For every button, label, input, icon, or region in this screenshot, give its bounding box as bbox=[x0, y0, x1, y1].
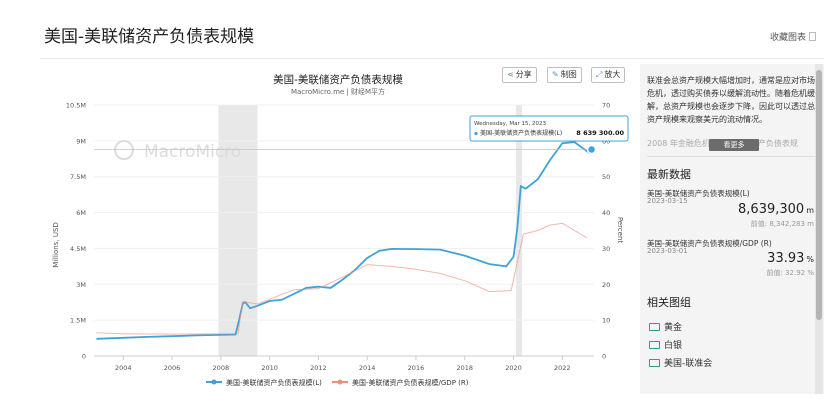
y-right-tick-label: 10 bbox=[602, 317, 610, 325]
y-right-tick-label: 40 bbox=[602, 209, 610, 217]
sidebar: 联准会总资产规模大幅增加时，通常是应对市场危机，透过购买债券以缓解流动性。随着危… bbox=[640, 64, 824, 394]
y-left-tick-label: 7.5M bbox=[70, 173, 86, 181]
group-item-gold[interactable]: 黄金 bbox=[649, 320, 682, 333]
y-right-tick-label: 30 bbox=[602, 245, 610, 253]
x-tick-label: 2016 bbox=[408, 364, 425, 372]
share-label: 分享 bbox=[515, 70, 532, 79]
data-item-2-prev: 前值: 32.92 % bbox=[766, 269, 815, 277]
related-groups-title: 相关图组 bbox=[647, 296, 691, 309]
x-tick-label: 2010 bbox=[261, 364, 278, 372]
legend-series-2[interactable]: 美国-美联储资产负债表规模/GDP (R) bbox=[352, 378, 469, 387]
data-item-2-date: 2023-03-01 bbox=[647, 247, 688, 255]
legend-series-1[interactable]: 美国-美联储资产负债表规模(L) bbox=[226, 378, 322, 387]
divider bbox=[40, 58, 824, 59]
recession-band bbox=[515, 105, 523, 356]
y-left-tick-label: 10.5M bbox=[66, 102, 86, 110]
y-axis-left-label: Millions, USD bbox=[52, 222, 60, 268]
data-item-1-date: 2023-03-15 bbox=[647, 197, 688, 205]
x-tick-label: 2008 bbox=[213, 364, 230, 372]
share-button[interactable]: ⋖ 分享 bbox=[502, 67, 537, 83]
y-axis-right-label: Percent bbox=[616, 217, 624, 244]
legend[interactable]: 美国-美联储资产负债表规模(L) 美国-美联储资产负债表规模/GDP (R) bbox=[206, 378, 469, 387]
x-tick-label: 2012 bbox=[310, 364, 327, 372]
x-tick-label: 2006 bbox=[164, 364, 181, 372]
y-left-tick-label: 1.5M bbox=[70, 317, 86, 325]
share-icon: ⋖ bbox=[507, 70, 514, 79]
y-right-tick-label: 70 bbox=[602, 102, 610, 110]
zoom-button[interactable]: ⤢ 放大 bbox=[591, 67, 626, 83]
series-line-gdp-ratio bbox=[96, 222, 587, 335]
y-left-tick-label: 6M bbox=[76, 209, 86, 217]
folder-icon bbox=[649, 359, 660, 367]
data-item-1-label: 美国-美联储资产负债表规模(L) bbox=[647, 189, 750, 198]
y-right-tick-label: 0 bbox=[602, 353, 606, 361]
group-label: 白银 bbox=[664, 341, 683, 351]
chart-title: 美国-美联储资产负债表规模 bbox=[273, 74, 403, 86]
collect-label: 收藏图表 bbox=[769, 33, 806, 43]
y-left-tick-label: 4.5M bbox=[70, 245, 86, 253]
read-more-button[interactable]: 看更多 bbox=[709, 139, 759, 151]
data-item-1-prev: 前值: 8,342,283 m bbox=[750, 220, 814, 228]
latest-data-title: 最新数据 bbox=[647, 168, 691, 181]
series-line-balance-sheet bbox=[96, 141, 593, 340]
data-item-1-unit: m bbox=[806, 206, 814, 215]
page-title: 美国-美联储资产负债表规模 bbox=[44, 27, 255, 47]
group-label: 黄金 bbox=[664, 323, 683, 333]
data-item-2-label: 美国-美联储资产负债表规模/GDP (R) bbox=[647, 239, 772, 248]
group-item-silver[interactable]: 白银 bbox=[649, 338, 682, 351]
edit-chart-button[interactable]: ✎ 制图 bbox=[547, 67, 582, 83]
chart-description: 联准会总资产规模大幅增加时，通常是应对市场危机，透过购买债券以缓解流动性。随着危… bbox=[647, 76, 815, 124]
group-label: 美国-联准会 bbox=[664, 359, 713, 369]
tooltip-date: Wednesday, Mar 15, 2023 bbox=[474, 121, 546, 127]
sidebar-scrollbar-thumb[interactable] bbox=[816, 70, 822, 320]
y-right-tick-label: 50 bbox=[602, 173, 610, 181]
data-item-2-value: 33.93 bbox=[767, 251, 805, 266]
zoom-label: 放大 bbox=[604, 70, 621, 79]
x-tick-label: 2022 bbox=[554, 364, 571, 372]
chart-subtitle: MacroMicro.me | 财经M平方 bbox=[290, 88, 386, 96]
expand-icon: ⤢ bbox=[596, 70, 603, 79]
y-left-tick-label: 0 bbox=[82, 353, 86, 361]
sidebar-divider bbox=[647, 156, 817, 157]
collect-chart-button[interactable]: 收藏图表 bbox=[770, 30, 816, 43]
bookmark-icon bbox=[809, 32, 816, 41]
tooltip-series: 美国-美联储资产负债表规模(L) bbox=[480, 129, 562, 137]
recession-band bbox=[218, 105, 258, 356]
data-item-1-value-wrap: 8,639,300 m bbox=[738, 202, 814, 217]
line-chart[interactable]: MacroMicro 0 0 1.5M 10 3M 20 4.5M 30 6M 40 7.5M 50 9… bbox=[44, 60, 634, 400]
x-tick-label: 2020 bbox=[505, 364, 522, 372]
chart-panel: 美国-美联储资产负债表规模 MacroMicro.me | 财经M平方 ⋖ 分享 … bbox=[44, 60, 634, 400]
data-item-1-value: 8,639,300 bbox=[738, 202, 805, 217]
watermark: MacroMicro bbox=[144, 142, 241, 162]
edit-label: 制图 bbox=[560, 70, 577, 79]
x-tick-label: 2004 bbox=[115, 364, 132, 372]
tooltip-marker bbox=[474, 131, 478, 136]
y-left-tick-label: 3M bbox=[76, 281, 86, 289]
tooltip-value: 8 639 300.00 bbox=[576, 129, 624, 137]
data-item-2-unit: % bbox=[806, 255, 814, 264]
hover-point bbox=[586, 144, 597, 155]
top-bar: 美国-美联储资产负债表规模 收藏图表 bbox=[0, 0, 838, 56]
data-item-2-value-wrap: 33.93% bbox=[767, 251, 814, 266]
folder-icon bbox=[649, 341, 660, 349]
x-tick-label: 2014 bbox=[359, 364, 376, 372]
x-tick-label: 2018 bbox=[456, 364, 473, 372]
tooltip: Wednesday, Mar 15, 2023 美国-美联储资产负债表规模(L)… bbox=[469, 115, 629, 142]
y-right-tick-label: 20 bbox=[602, 281, 610, 289]
y-left-tick-label: 9M bbox=[76, 137, 86, 145]
watermark-logo-icon bbox=[114, 140, 134, 160]
folder-icon bbox=[649, 323, 660, 331]
pencil-icon: ✎ bbox=[552, 70, 559, 79]
group-item-fed[interactable]: 美国-联准会 bbox=[649, 356, 712, 369]
